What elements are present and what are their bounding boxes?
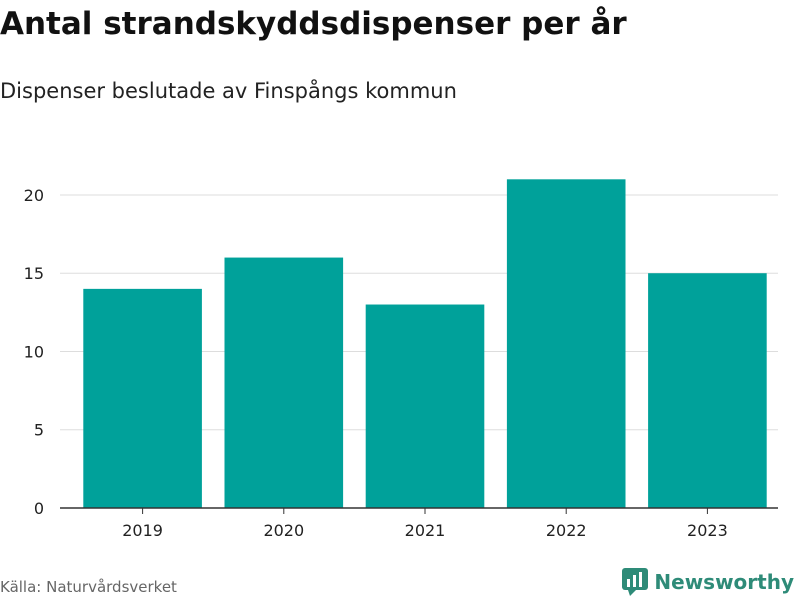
y-tick-label: 5 [34, 421, 44, 440]
chart-title: Antal strandskyddsdispenser per år [0, 6, 627, 42]
bar [506, 179, 626, 508]
y-tick-label: 20 [24, 186, 44, 205]
axes: 0 5 10 15 20 2019 2020 2021 2022 2023 [24, 186, 778, 540]
y-tick-label: 15 [24, 264, 44, 283]
source-note: Källa: Naturvårdsverket [0, 578, 177, 596]
x-tick-label: 2023 [687, 521, 728, 540]
x-tick-label: 2019 [122, 521, 163, 540]
x-tick-label: 2020 [263, 521, 304, 540]
bar [224, 257, 344, 508]
brand-name: Newsworthy [654, 570, 794, 594]
y-tick-label: 0 [34, 499, 44, 518]
bar-chart: 0 5 10 15 20 2019 2020 2021 2022 2023 [24, 179, 778, 540]
bar [648, 273, 767, 508]
bars [83, 179, 767, 508]
y-tick-label: 10 [24, 342, 44, 361]
x-tick-label: 2022 [546, 521, 587, 540]
bar [83, 288, 202, 508]
bar [365, 304, 485, 508]
brand-logo: Newsworthy [622, 568, 794, 596]
x-tick-label: 2021 [405, 521, 446, 540]
newsworthy-logo-icon [622, 568, 649, 596]
chart-subtitle: Dispenser beslutade av Finspångs kommun [0, 79, 457, 103]
